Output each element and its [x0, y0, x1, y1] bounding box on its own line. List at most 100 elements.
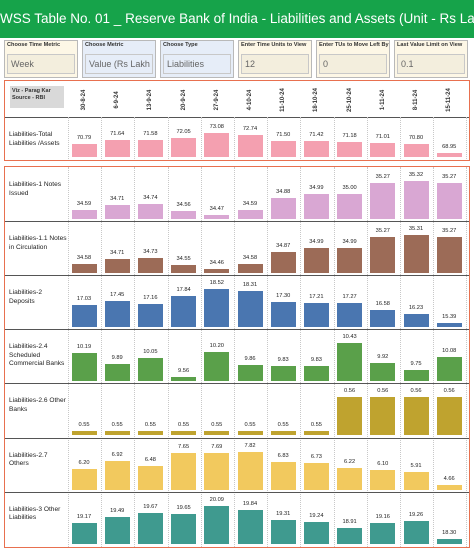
bar-9[interactable] [337, 397, 363, 436]
time-units-control[interactable]: Enter Time Units to View 12 [238, 40, 312, 78]
time-units-input[interactable]: 12 [241, 54, 309, 74]
bar-4[interactable] [171, 296, 197, 328]
bar-2[interactable] [104, 300, 130, 328]
bar-8[interactable] [303, 194, 329, 220]
bar-6[interactable] [237, 134, 263, 157]
bar-3[interactable] [137, 357, 163, 382]
bar-6[interactable] [237, 263, 263, 274]
bar-10[interactable] [370, 362, 396, 382]
bar-3[interactable] [137, 203, 163, 220]
bar-11[interactable] [403, 235, 429, 274]
bar-12[interactable] [436, 356, 462, 382]
bar-11[interactable] [403, 181, 429, 220]
bar-10[interactable] [370, 469, 396, 490]
bar-2[interactable] [104, 461, 130, 490]
bar-3[interactable] [137, 140, 163, 157]
bar-6[interactable] [237, 209, 263, 220]
bar-10[interactable] [370, 523, 396, 544]
bar-9[interactable] [337, 527, 363, 544]
bar-3[interactable] [137, 465, 163, 490]
bar-1[interactable] [71, 468, 97, 490]
bar-5[interactable] [204, 133, 230, 157]
bar-4[interactable] [171, 137, 197, 157]
bar-8[interactable] [303, 366, 329, 382]
bar-7[interactable] [270, 252, 296, 274]
bar-1[interactable] [71, 430, 97, 436]
bar-7[interactable] [270, 302, 296, 328]
bar-7[interactable] [270, 462, 296, 490]
bar-9[interactable] [337, 142, 363, 157]
bar-5[interactable] [204, 352, 230, 382]
bar-11[interactable] [403, 521, 429, 544]
time-metric-value[interactable]: Week [7, 54, 75, 74]
bar-6[interactable] [237, 510, 263, 544]
bar-10[interactable] [370, 143, 396, 157]
bar-3[interactable] [137, 513, 163, 544]
bar-8[interactable] [303, 463, 329, 490]
bar-1[interactable] [71, 352, 97, 382]
bar-11[interactable] [403, 369, 429, 382]
bar-12[interactable] [436, 539, 462, 544]
bar-6[interactable] [237, 451, 263, 490]
metric-value[interactable]: Value (Rs Lakh Cr) [85, 54, 153, 74]
bar-9[interactable] [337, 468, 363, 490]
bar-8[interactable] [303, 247, 329, 274]
value-limit-input[interactable]: 0.1 [397, 54, 465, 74]
bar-8[interactable] [303, 521, 329, 544]
bar-2[interactable] [104, 364, 130, 382]
bar-7[interactable] [270, 198, 296, 220]
bar-6[interactable] [237, 430, 263, 436]
bar-12[interactable] [436, 485, 462, 490]
bar-2[interactable] [104, 516, 130, 544]
bar-4[interactable] [171, 265, 197, 274]
bar-1[interactable] [71, 144, 97, 157]
move-left-input[interactable]: 0 [319, 54, 387, 74]
bar-10[interactable] [370, 397, 396, 436]
value-limit-control[interactable]: Last Value Limit on View 0.1 [394, 40, 468, 78]
bar-7[interactable] [270, 366, 296, 382]
type-value[interactable]: Liabilities [163, 54, 231, 74]
bar-6[interactable] [237, 291, 263, 328]
bar-2[interactable] [104, 139, 130, 157]
bar-9[interactable] [337, 193, 363, 220]
bar-8[interactable] [303, 141, 329, 157]
bar-8[interactable] [303, 303, 329, 328]
bar-5[interactable] [204, 214, 230, 220]
bar-11[interactable] [403, 313, 429, 328]
type-control[interactable]: Choose Type Liabilities [160, 40, 234, 78]
bar-4[interactable] [171, 376, 197, 382]
bar-2[interactable] [104, 430, 130, 436]
bar-12[interactable] [436, 153, 462, 157]
bar-3[interactable] [137, 303, 163, 328]
move-left-control[interactable]: Enter TUs to Move Left By 0 [316, 40, 390, 78]
bar-11[interactable] [403, 397, 429, 436]
time-metric-control[interactable]: Choose Time Metric Week [4, 40, 78, 78]
bar-4[interactable] [171, 210, 197, 220]
bar-1[interactable] [71, 305, 97, 328]
bar-10[interactable] [370, 182, 396, 220]
bar-12[interactable] [436, 397, 462, 436]
bar-9[interactable] [337, 302, 363, 328]
bar-5[interactable] [204, 289, 230, 328]
bar-4[interactable] [171, 430, 197, 436]
bar-5[interactable] [204, 430, 230, 436]
bar-1[interactable] [71, 209, 97, 220]
bar-11[interactable] [403, 471, 429, 490]
bar-12[interactable] [436, 182, 462, 220]
bar-4[interactable] [171, 453, 197, 490]
bar-5[interactable] [204, 505, 230, 544]
bar-5[interactable] [204, 268, 230, 274]
metric-control[interactable]: Choose Metric Value (Rs Lakh Cr) [82, 40, 156, 78]
bar-2[interactable] [104, 258, 130, 274]
bar-12[interactable] [436, 322, 462, 328]
bar-3[interactable] [137, 257, 163, 274]
bar-8[interactable] [303, 430, 329, 436]
bar-4[interactable] [171, 513, 197, 544]
bar-5[interactable] [204, 452, 230, 490]
bar-1[interactable] [71, 263, 97, 274]
bar-7[interactable] [270, 140, 296, 157]
bar-11[interactable] [403, 144, 429, 157]
bar-7[interactable] [270, 430, 296, 436]
bar-10[interactable] [370, 309, 396, 328]
bar-9[interactable] [337, 247, 363, 274]
